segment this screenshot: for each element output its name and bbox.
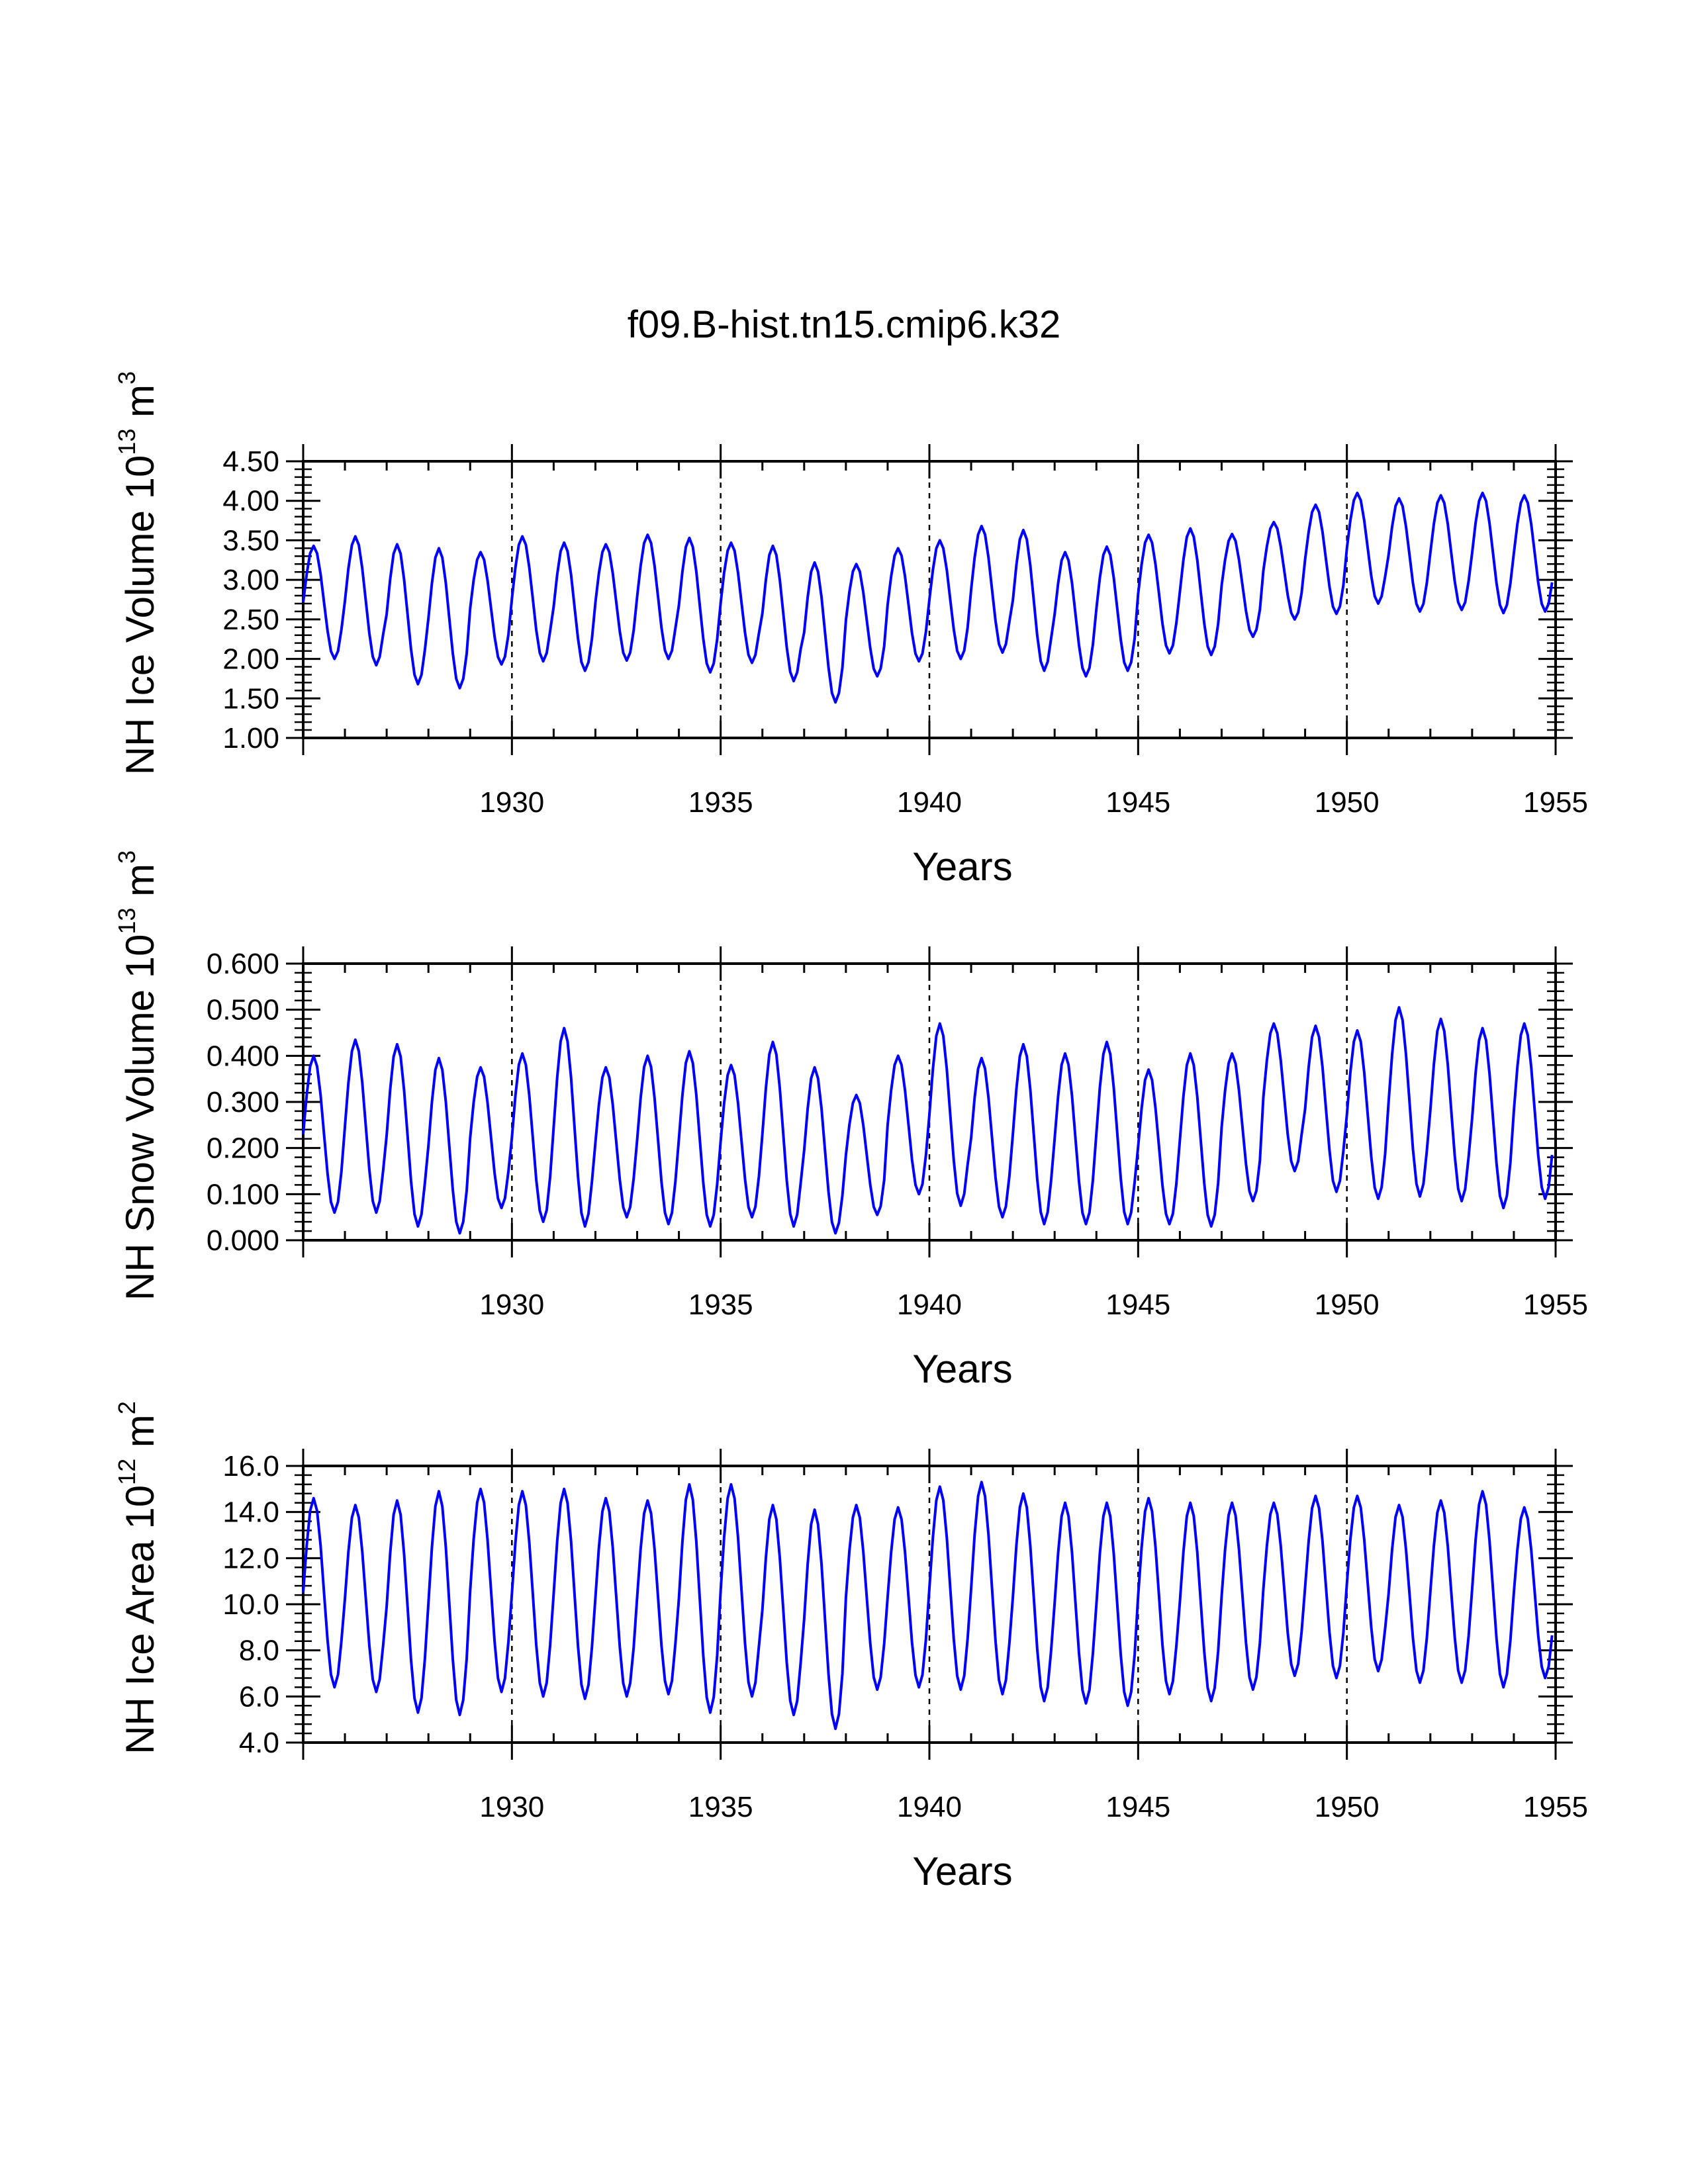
- y-tick-label: 3.00: [222, 564, 279, 596]
- x-tick-label: 1935: [688, 1791, 753, 1823]
- y-tick-label: 8.0: [239, 1635, 279, 1667]
- x-tick-label: 1950: [1315, 786, 1380, 819]
- x-axis-title: Years: [912, 844, 1012, 889]
- panel-ice-area: 1930 1935 1940 1945 1950 1955 4.0 6.0 8.0 10.0 12.…: [113, 1401, 1588, 1893]
- y-axis-title: NH Snow Volume 1013 m3: [113, 850, 162, 1300]
- data-line-ice-volume: [302, 491, 1554, 704]
- x-tick-label: 1950: [1315, 1289, 1380, 1321]
- data-line-ice-area: [302, 1480, 1554, 1731]
- y-tick-label: 0.200: [207, 1132, 279, 1165]
- y-tick-label: 2.00: [222, 643, 279, 676]
- y-axis-title-text: NH Ice Volume 10: [118, 455, 162, 776]
- y-axis-title-exp: 13: [113, 429, 140, 455]
- x-axis-title: Years: [912, 1849, 1012, 1893]
- y-axis-title-unit-exp: 3: [113, 850, 140, 864]
- y-axis-title-unit: m: [118, 1414, 162, 1459]
- x-tick-label: 1955: [1523, 786, 1588, 819]
- x-tick-label: 1935: [688, 786, 753, 819]
- y-axis-title-unit: m: [118, 385, 162, 429]
- y-tick-label: 0.400: [207, 1040, 279, 1072]
- panel-ice-volume: 1930 1935 1940 1945 1950 1955 1.00 1.50 2.00 2.50…: [113, 371, 1588, 889]
- x-axis-title: Years: [912, 1347, 1012, 1391]
- x-tick-label: 1950: [1315, 1791, 1380, 1823]
- y-tick-label: 16.0: [222, 1450, 279, 1482]
- y-tick-label: 1.00: [222, 722, 279, 754]
- y-axis-title-unit-exp: 2: [113, 1401, 140, 1414]
- x-tick-label: 1940: [897, 1791, 962, 1823]
- x-tick-label: 1945: [1105, 1791, 1170, 1823]
- x-tick-label: 1930: [479, 1289, 544, 1321]
- y-tick-label: 0.100: [207, 1178, 279, 1210]
- y-axis-title-text: NH Ice Area 10: [118, 1485, 162, 1754]
- y-tick-label: 14.0: [222, 1496, 279, 1529]
- y-tick-label: 0.600: [207, 948, 279, 980]
- x-tick-label: 1945: [1105, 786, 1170, 819]
- x-tick-label: 1935: [688, 1289, 753, 1321]
- y-axis-title-exp: 13: [113, 908, 140, 934]
- y-tick-label: 0.500: [207, 994, 279, 1026]
- chart-title: f09.B-hist.tn15.cmip6.k32: [628, 303, 1060, 346]
- x-tick-label: 1930: [479, 786, 544, 819]
- y-axis-title: NH Ice Volume 1013 m3: [113, 371, 162, 775]
- x-tick-label: 1945: [1105, 1289, 1170, 1321]
- y-tick-label: 2.50: [222, 604, 279, 636]
- y-axis-title-unit-exp: 3: [113, 371, 140, 385]
- y-tick-label: 1.50: [222, 682, 279, 715]
- y-tick-label: 10.0: [222, 1588, 279, 1621]
- y-tick-label: 0.300: [207, 1086, 279, 1118]
- y-tick-label: 4.00: [222, 485, 279, 518]
- y-axis-title-text: NH Snow Volume 10: [118, 934, 162, 1301]
- y-tick-label: 6.0: [239, 1680, 279, 1713]
- y-tick-label: 4.50: [222, 445, 279, 478]
- y-axis-title-exp: 12: [113, 1459, 140, 1485]
- y-tick-label: 4.0: [239, 1727, 279, 1759]
- x-tick-label: 1955: [1523, 1791, 1588, 1823]
- data-line-snow-volume: [302, 1006, 1554, 1235]
- y-axis-title: NH Ice Area 1012 m2: [113, 1401, 162, 1754]
- y-tick-label: 3.50: [222, 524, 279, 557]
- panel-snow-volume: 1930 1935 1940 1945 1950 1955 0.000 0.100 0.200 0…: [113, 850, 1588, 1391]
- x-tick-label: 1940: [897, 786, 962, 819]
- y-tick-label: 12.0: [222, 1542, 279, 1574]
- y-tick-label: 0.000: [207, 1224, 279, 1257]
- x-tick-label: 1930: [479, 1791, 544, 1823]
- y-axis-title-unit: m: [118, 864, 162, 908]
- x-tick-label: 1940: [897, 1289, 962, 1321]
- x-tick-label: 1955: [1523, 1289, 1588, 1321]
